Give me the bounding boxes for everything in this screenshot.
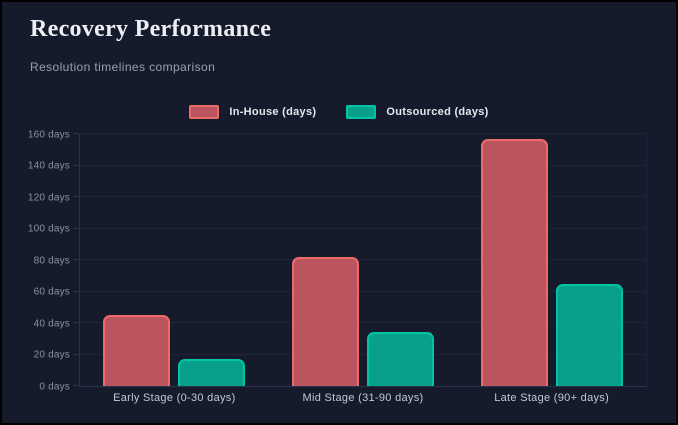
bar-inhouse-2[interactable]	[292, 256, 359, 386]
bar-outsourced-1[interactable]	[178, 359, 246, 386]
gridline-100	[80, 227, 646, 229]
gridline-40	[80, 322, 646, 323]
y-axis-label: 160 days	[27, 129, 70, 140]
y-axis-tick	[73, 196, 79, 197]
y-axis-label: 40 days	[33, 318, 70, 329]
bar-inhouse-3[interactable]	[480, 138, 548, 386]
y-axis-tick	[73, 385, 79, 386]
gridline-160	[80, 133, 646, 134]
x-axis-label: Mid Stage (31-90 days)	[302, 392, 424, 404]
y-axis-label: 100 days	[27, 223, 70, 235]
y-axis-label: 80 days	[33, 255, 70, 266]
y-axis-label: 20 days	[33, 349, 70, 361]
legend-label: Outsourced (days)	[386, 106, 489, 118]
y-axis-tick	[73, 133, 79, 134]
y-axis-tick	[73, 353, 79, 355]
bar-chart-plot-area: 0 days 20 days 40 days 60 days 80 days 100 da…	[28, 129, 647, 404]
chart-legend: In-House (days) Outsourced (days)	[2, 105, 676, 119]
y-axis-tick	[73, 164, 79, 166]
y-axis-label: 120 days	[27, 192, 70, 203]
page-title: Recovery Performance	[30, 16, 272, 42]
y-axis-tick	[73, 322, 79, 323]
gridline-60	[80, 290, 646, 292]
y-axis-label: 140 days	[27, 160, 70, 172]
gridline-20	[80, 353, 646, 355]
bar-inhouse-1[interactable]	[103, 315, 171, 386]
x-axis-label: Late Stage (90+ days)	[494, 392, 610, 404]
gridline-80	[80, 259, 646, 260]
legend-swatch-icon	[189, 105, 220, 119]
legend-label: In-House (days)	[229, 106, 317, 118]
y-axis-label: 0 days	[39, 381, 70, 392]
y-axis-tick	[73, 259, 79, 260]
page-subtitle: Resolution timelines comparison	[30, 60, 216, 74]
gridline-120	[80, 196, 646, 197]
bar-outsourced-2[interactable]	[367, 332, 434, 386]
y-axis-tick	[73, 227, 79, 229]
x-axis-label: Early Stage (0-30 days)	[113, 392, 236, 404]
legend-swatch-icon	[346, 105, 377, 119]
bar-outsourced-3[interactable]	[555, 283, 623, 386]
y-axis-label: 60 days	[33, 286, 70, 298]
gridline-140	[80, 164, 646, 166]
y-axis-tick	[73, 290, 79, 292]
legend-item-outsourced[interactable]: Outsourced (days)	[346, 105, 488, 119]
legend-item-inhouse[interactable]: In-House (days)	[189, 105, 316, 119]
